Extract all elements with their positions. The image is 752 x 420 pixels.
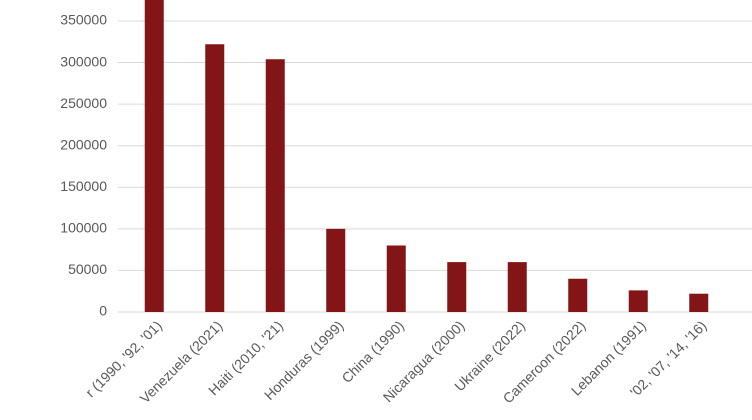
y-tick-label: 250000 bbox=[60, 95, 107, 111]
bar bbox=[628, 290, 648, 312]
bar bbox=[386, 245, 406, 312]
y-tick-label: 300000 bbox=[60, 53, 107, 69]
y-tick-label: 0 bbox=[99, 303, 107, 319]
bar bbox=[326, 228, 346, 312]
bar bbox=[689, 293, 709, 312]
y-tick-label: 200000 bbox=[60, 136, 107, 152]
bar bbox=[507, 262, 527, 312]
bar bbox=[568, 278, 588, 312]
bar bbox=[265, 59, 285, 313]
y-tick-label: 350000 bbox=[60, 12, 107, 28]
y-tick-label: 100000 bbox=[60, 220, 107, 236]
bar bbox=[447, 262, 467, 312]
y-tick-label: 150000 bbox=[60, 178, 107, 194]
bar bbox=[205, 44, 225, 313]
plot-area bbox=[144, 0, 709, 313]
bar bbox=[144, 0, 164, 313]
y-tick-label: 50000 bbox=[68, 261, 107, 277]
